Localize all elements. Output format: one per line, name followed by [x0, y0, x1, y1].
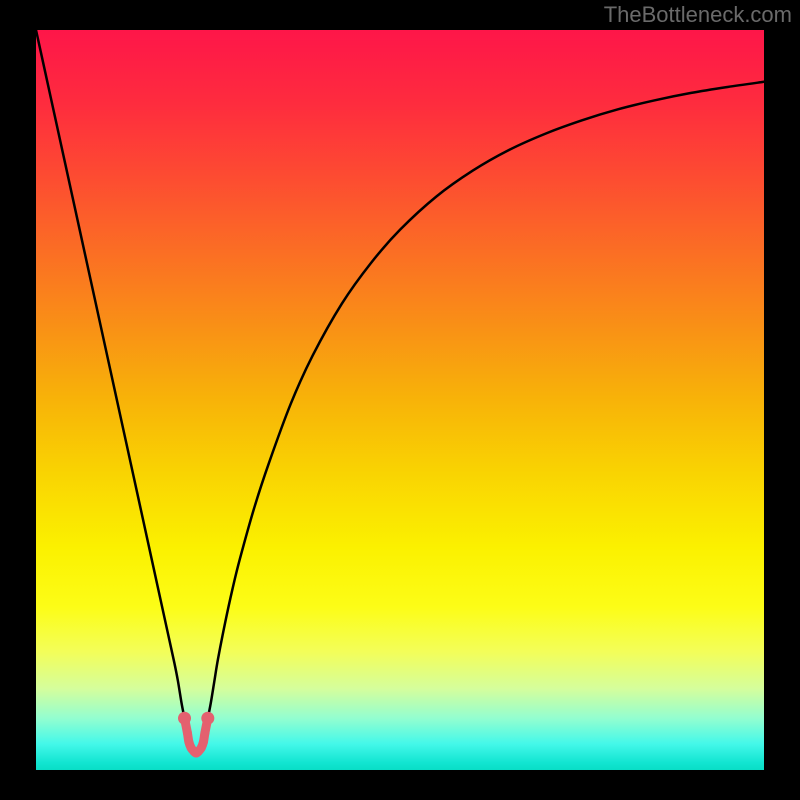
plot-area: [36, 30, 764, 770]
optimal-zone-marker: [201, 712, 214, 725]
watermark-text: TheBottleneck.com: [604, 2, 792, 28]
chart-svg: [36, 30, 764, 770]
optimal-zone-marker: [178, 712, 191, 725]
chart-container: TheBottleneck.com: [0, 0, 800, 800]
optimal-zone-marker: [199, 737, 208, 746]
optimal-zone-marker: [200, 729, 209, 738]
optimal-zone-marker: [183, 729, 192, 738]
gradient-background: [36, 30, 764, 770]
